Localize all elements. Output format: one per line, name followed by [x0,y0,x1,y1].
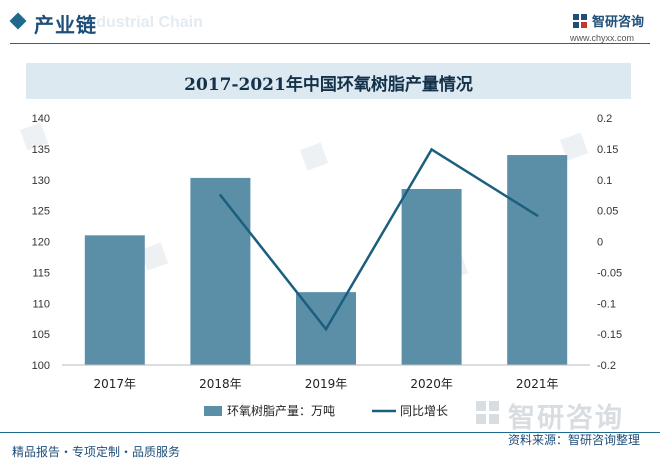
y-right-tick-label: 0 [597,237,603,249]
y-right-tick-label: 0.2 [597,113,612,125]
watermark-text: 智研咨询 [508,403,624,434]
growth-point-2 [430,148,433,151]
growth-point-1 [324,327,328,331]
x-tick-label: 2019年 [305,377,348,391]
chart-title-banner: 2017-2021年中国环氧树脂产量情况 [26,63,631,99]
source-note: 资料来源：智研咨询整理 [508,433,641,447]
watermark-logo-icon [476,401,499,424]
x-tick-label: 2018年 [199,377,242,391]
y-right-tick-label: 0.05 [597,206,618,218]
bar-0 [84,235,145,365]
watermark-mark-4 [560,132,589,161]
bar-4 [507,155,568,365]
watermark-mark-0 [20,122,49,151]
header: Industrial Chain 产业链 智研咨询 www.chyxx.com [0,0,660,44]
watermark-mark-1 [140,242,169,271]
y-right-tick-label: 0.1 [597,175,612,187]
growth-point-0 [219,193,222,197]
bar-1 [190,177,251,365]
growth-point-3 [536,214,539,217]
section-subtitle: Industrial Chain [82,14,203,31]
section-title: 产业链 [34,13,97,37]
growth-line [219,147,538,332]
y-left-tick-label: 125 [32,206,50,218]
x-tick-label: 2017年 [94,377,137,391]
brand-logo-icon [573,14,587,28]
y-right-tick-label: -0.1 [597,298,616,310]
y-right-tick-label: 0.15 [597,144,618,156]
y-left-tick-label: 100 [32,360,50,372]
chart: 100 105 110 115 120 125 130 135 140 -0.2 -0.15 -0.1… [20,113,622,418]
y-right-tick-label: -0.15 [597,329,622,341]
legend-line-label: 同比增长 [400,404,448,418]
footer-slogan: 精品报告・专项定制・品质服务 [12,445,181,459]
y-left-tick-label: 130 [32,175,50,187]
watermark-mark-2 [300,142,329,171]
x-tick-label: 2021年 [516,377,559,391]
legend-bar-swatch [204,406,222,416]
y-left-tick-label: 105 [32,329,50,341]
y-left-tick-label: 120 [32,237,50,249]
x-tick-label: 2020年 [410,377,453,391]
header-divider [10,43,650,44]
chart-title: 2017-2021年中国环氧树脂产量情况 [184,75,473,95]
y-right-tick-label: -0.2 [597,360,616,372]
y-left-tick-label: 110 [32,298,50,310]
brand-url: www.chyxx.com [570,33,635,43]
bar-3 [401,189,462,365]
brand-name: 智研咨询 [592,15,645,30]
footer-divider [0,432,660,433]
y-left-tick-label: 140 [32,113,50,125]
y-left-tick-label: 135 [32,144,50,156]
legend-bar-label: 环氧树脂产量：万吨 [227,403,335,418]
y-right-tick-label: -0.05 [597,267,622,279]
y-left-tick-label: 115 [32,267,50,279]
